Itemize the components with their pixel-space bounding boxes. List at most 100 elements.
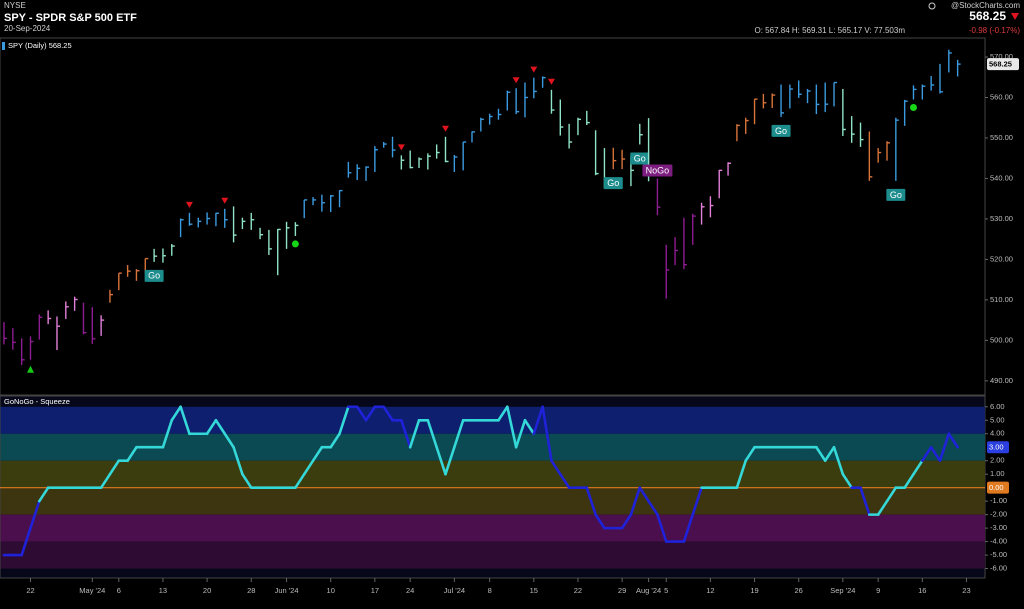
brand-icon xyxy=(928,2,936,10)
oscillator-segment xyxy=(938,432,951,463)
ohlcv: O: 567.84 H: 569.31 L: 565.17 V: 77.503m xyxy=(755,26,906,35)
reversal-down xyxy=(185,201,193,208)
oscillator-segment xyxy=(99,472,112,489)
oscillator-segment xyxy=(453,418,465,449)
x-tick-label: 20 xyxy=(203,586,211,595)
last_value-label: 3.00 xyxy=(989,443,1004,452)
x-tick-label: 17 xyxy=(371,586,379,595)
oscillator-segment xyxy=(355,405,368,422)
last-price-badge xyxy=(987,58,1019,71)
trend-label: Go xyxy=(148,271,160,281)
price-change: -0.98 (-0.17%) xyxy=(969,26,1020,35)
y-tick-label: -6.00 xyxy=(990,564,1007,573)
y-tick-label: -2.00 xyxy=(990,510,1007,519)
oscillator-segment xyxy=(947,432,959,449)
y-tick-label: -1.00 xyxy=(990,496,1007,505)
oscillator-panel-label: GoNoGo - Squeeze xyxy=(4,397,70,406)
x-tick-label: May '24 xyxy=(79,586,105,595)
x-tick-label: 15 xyxy=(530,586,538,595)
price-layer: 570.00560.00550.00540.00530.00520.00510.… xyxy=(3,49,1019,595)
oscillator-segment xyxy=(311,445,324,463)
oscillator-layer: 6.00 5.00 4.00 2.00 1.00 -1.00 -2.00 -3.00 -4.00… xyxy=(0,402,1009,573)
last-price: 568.25 xyxy=(969,9,1006,23)
reversal-down xyxy=(397,144,405,151)
oscillator-segment xyxy=(435,445,447,476)
oscillator-segment xyxy=(550,459,562,476)
oscillator-segment xyxy=(656,513,668,543)
oscillator-band xyxy=(0,460,985,488)
oscillator-segment xyxy=(329,432,341,449)
oscillator-segment xyxy=(815,445,827,463)
oscillator-segment xyxy=(302,459,315,476)
oscillator-segment xyxy=(744,445,756,463)
oscillator-segment xyxy=(558,472,571,489)
x-tick-label: 22 xyxy=(574,586,582,595)
oscillator-segment xyxy=(497,405,509,422)
reversal-down xyxy=(530,66,538,73)
y-tick-label: -4.00 xyxy=(990,537,1007,546)
oscillator-segment xyxy=(912,459,924,476)
oscillator-band xyxy=(0,514,985,542)
oscillator-segment xyxy=(541,405,553,463)
oscillator-segment xyxy=(400,418,412,449)
x-tick-label: 9 xyxy=(876,586,880,595)
oscillator-segment xyxy=(170,405,182,422)
oscillator-segment xyxy=(38,486,50,503)
x-tick-label: 16 xyxy=(918,586,926,595)
trend-label-box xyxy=(144,269,164,282)
x-tick-label: 29 xyxy=(618,586,626,595)
chart-date: 20-Sep-2024 xyxy=(4,24,51,33)
x-tick-label: 13 xyxy=(159,586,167,595)
oscillator-segment xyxy=(638,486,650,503)
oscillator-segment xyxy=(929,445,942,463)
down-indicator xyxy=(1011,13,1019,20)
oscillator-segment xyxy=(523,418,536,436)
y-tick-label: 540.00 xyxy=(990,173,1013,182)
oscillator-segment xyxy=(823,445,836,463)
symbol-title: SPY - SPDR S&P 500 ETF xyxy=(4,12,137,24)
oscillator-segment xyxy=(161,418,174,449)
oscillator-segment xyxy=(444,445,456,476)
x-tick-label: 8 xyxy=(488,586,492,595)
oscillator-segment xyxy=(585,486,597,516)
trend-label-box xyxy=(642,164,673,177)
price-panel-label: SPY (Daily) 568.25 xyxy=(8,41,72,50)
oscillator-segment xyxy=(629,486,642,516)
last-price-label: 568.25 xyxy=(989,60,1012,69)
oscillator-segment xyxy=(205,418,218,436)
oscillator-segment xyxy=(108,459,121,476)
oscillator-segment xyxy=(241,472,253,489)
oscillator-segment xyxy=(876,499,889,516)
oscillator-segment xyxy=(885,486,898,503)
oscillator-segment xyxy=(506,405,518,449)
oscillator-segment xyxy=(841,472,853,489)
reversal-down xyxy=(221,197,229,204)
zero_line-badge xyxy=(987,481,1009,494)
oscillator-segment xyxy=(214,418,227,436)
brand[interactable]: @StockCharts.com xyxy=(951,1,1020,10)
y-tick-label: 6.00 xyxy=(990,402,1005,411)
oscillator-segment xyxy=(338,405,350,436)
oscillator-segment xyxy=(382,405,394,422)
y-tick-label: 550.00 xyxy=(990,133,1013,142)
trend-label: Go xyxy=(890,190,902,200)
oscillator-segment xyxy=(29,499,41,530)
x-tick-label: 5 xyxy=(664,586,668,595)
trend-label-box xyxy=(771,124,791,137)
oscillator-segment xyxy=(620,513,633,530)
oscillator-segment xyxy=(408,418,421,449)
x-tick-label: 24 xyxy=(406,586,414,595)
oscillator-segment xyxy=(735,459,748,489)
oscillator-segment xyxy=(294,472,306,489)
oscillator-segment xyxy=(126,445,138,463)
oscillator-band xyxy=(0,487,985,515)
x-tick-label: 10 xyxy=(327,586,335,595)
oscillator-segment xyxy=(691,486,703,516)
trend-label: Go xyxy=(775,126,787,136)
y-tick-label: 530.00 xyxy=(990,214,1013,223)
y-tick-label: 560.00 xyxy=(990,92,1013,101)
oscillator-segment xyxy=(832,445,845,476)
x-tick-label: 28 xyxy=(247,586,255,595)
y-tick-label: 1.00 xyxy=(990,469,1005,478)
